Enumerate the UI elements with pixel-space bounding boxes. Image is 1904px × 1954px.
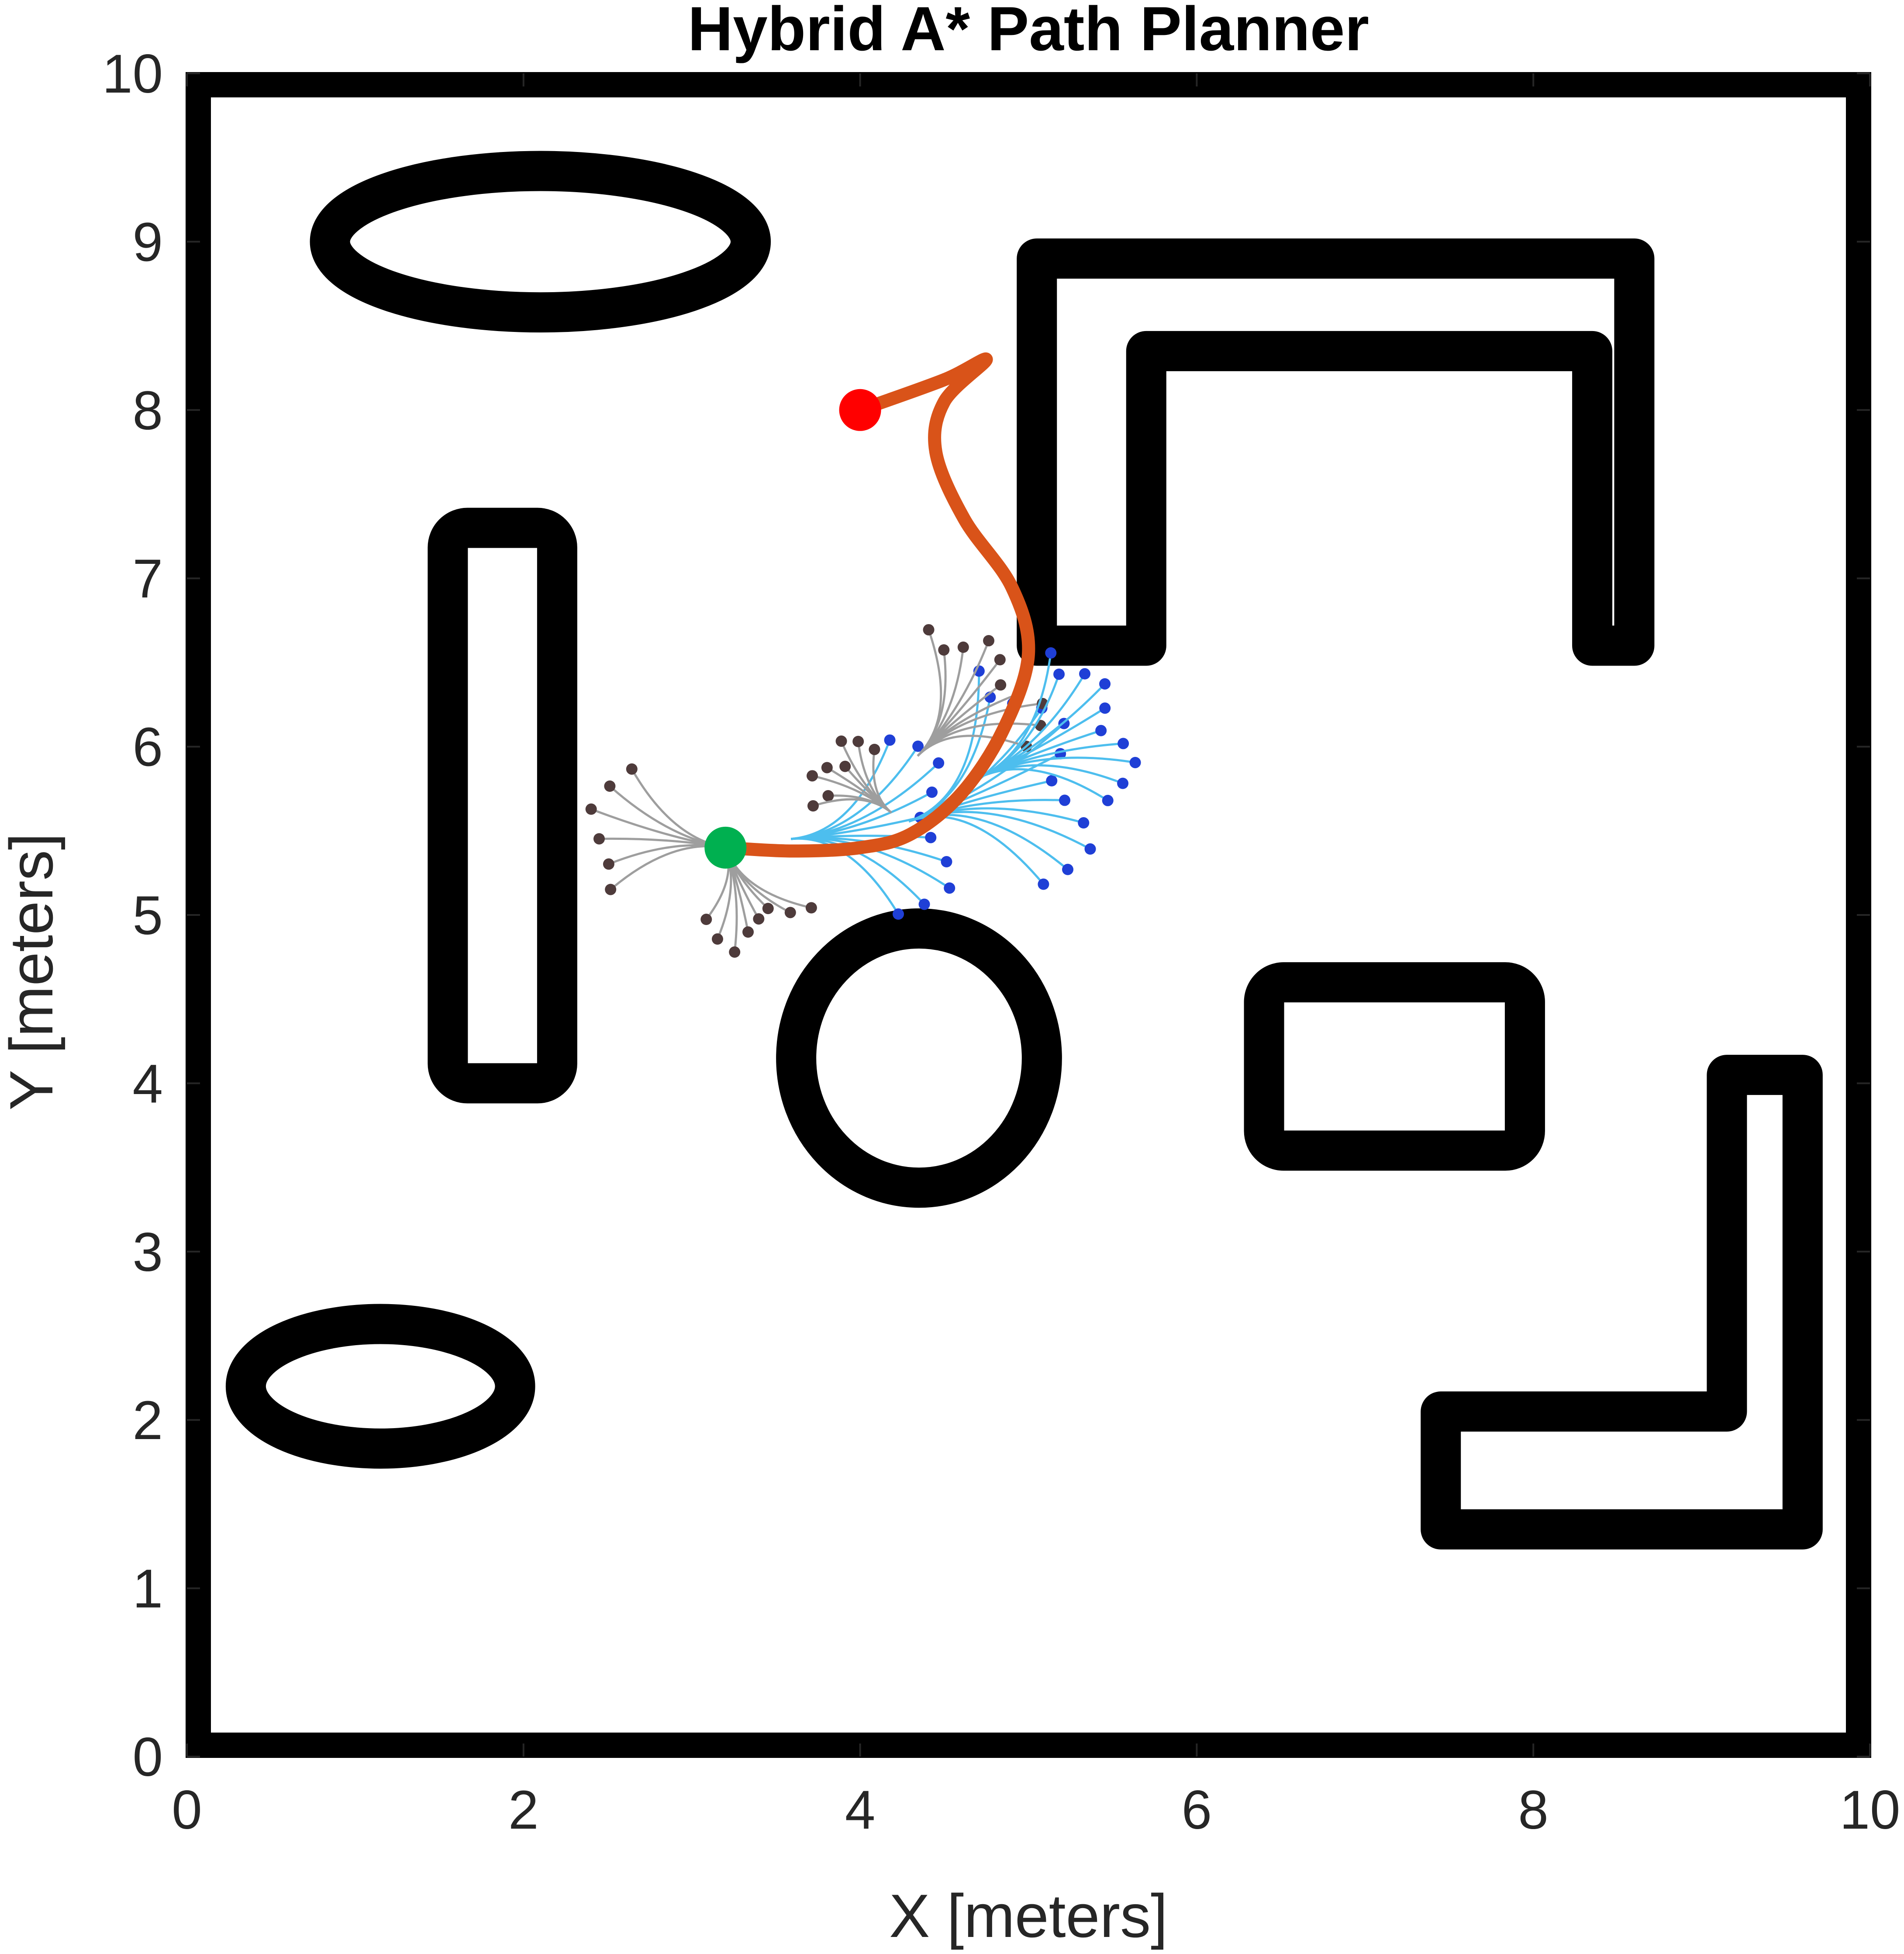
start-point	[704, 826, 747, 869]
expansion-tree-node	[918, 898, 930, 910]
explored-tree-node	[821, 762, 833, 773]
x-tick-label: 2	[508, 1780, 539, 1840]
expansion-tree-node	[1045, 647, 1057, 659]
explored-tree-node	[994, 654, 1006, 666]
explored-tree-node	[835, 735, 847, 747]
goal-point	[839, 389, 881, 431]
x-tick-label: 4	[845, 1780, 876, 1840]
obstacle-ellipse-2	[225, 1304, 535, 1469]
explored-tree-node	[784, 907, 796, 918]
expansion-tree-node	[1059, 794, 1071, 806]
expansion-tree-branch	[791, 739, 891, 840]
explored-tree-node	[852, 735, 864, 747]
expansion-tree-node	[925, 832, 937, 843]
expansion-tree-node	[1118, 738, 1129, 749]
explored-tree-node	[807, 800, 819, 812]
expansion-tree-node	[1046, 775, 1058, 787]
explored-tree-node	[729, 946, 741, 958]
y-tick-label: 4	[132, 1053, 163, 1114]
expansion-tree-node	[1117, 777, 1129, 789]
y-tick-label: 9	[132, 212, 163, 273]
explored-tree-node	[805, 902, 817, 914]
expansion-tree-node	[926, 786, 938, 798]
expansion-tree-node	[1099, 678, 1111, 690]
y-tick-label: 6	[132, 717, 163, 778]
y-tick-label: 1	[132, 1559, 163, 1619]
expansion-tree-branch	[978, 652, 1052, 779]
explored-tree-node	[839, 760, 851, 772]
x-tick-label: 0	[172, 1780, 202, 1840]
y-tick-label: 5	[132, 885, 163, 946]
y-tick-label: 3	[132, 1222, 163, 1283]
expansion-tree-node	[1053, 668, 1065, 680]
explored-tree-node	[869, 743, 880, 755]
explored-tree-node	[957, 641, 969, 653]
explored-tree-node	[822, 790, 834, 802]
explored-tree-node	[603, 858, 614, 870]
explored-tree-branch	[917, 629, 942, 757]
explored-tree-branch	[813, 798, 892, 814]
expansion-tree-node	[944, 882, 955, 894]
expansion-tree-node	[1102, 794, 1114, 806]
explored-tree-fan	[807, 735, 892, 814]
obstacle-shape-7	[1421, 1055, 1823, 1550]
chart-title: Hybrid A* Path Planner	[688, 0, 1369, 64]
expansion-tree-node	[1038, 878, 1049, 890]
explored-tree-node	[762, 903, 774, 915]
expansion-tree-node	[912, 740, 924, 752]
x-tick-label: 8	[1518, 1780, 1549, 1840]
x-tick-label: 6	[1182, 1780, 1212, 1840]
explored-tree-node	[605, 884, 617, 895]
expansion-tree-node	[1078, 817, 1090, 829]
explored-tree-node	[923, 624, 935, 635]
planned-path	[719, 352, 1035, 858]
explored-tree-node	[753, 913, 765, 925]
expansion-tree-node	[1095, 725, 1107, 736]
expansion-tree-fan	[908, 665, 1096, 890]
explored-tree-node	[938, 644, 950, 656]
explored-tree-node	[700, 914, 712, 925]
y-tick-label: 2	[132, 1390, 163, 1451]
explored-tree-node	[742, 926, 754, 938]
explored-tree-fan	[585, 763, 726, 895]
expansion-tree-node	[1099, 702, 1111, 714]
explored-tree-node	[995, 679, 1007, 691]
explored-tree-node	[604, 780, 616, 792]
explored-tree-node	[585, 803, 597, 815]
expansion-tree-node	[1062, 863, 1074, 875]
explored-tree-node	[593, 833, 605, 845]
expansion-tree-node	[893, 908, 904, 920]
expansion-tree-node	[1129, 756, 1141, 768]
explored-tree-node	[626, 763, 638, 775]
explored-tree-node	[983, 635, 995, 646]
x-tick-label: 10	[1839, 1780, 1900, 1840]
y-tick-label: 0	[132, 1727, 163, 1788]
obstacle-rect-4	[428, 507, 577, 1104]
obstacle-ellipse-3	[776, 908, 1062, 1208]
y-axis-label: Y [meters]	[0, 833, 66, 1110]
y-tick-label: 8	[132, 380, 163, 441]
expansion-tree-node	[941, 856, 952, 868]
obstacle-rect-5	[1244, 962, 1545, 1171]
expansion-tree-fan	[978, 647, 1141, 806]
y-tick-label: 7	[132, 549, 163, 609]
explored-tree-fan	[917, 624, 1049, 757]
y-tick-label: 10	[102, 44, 163, 104]
x-axis-label: X [meters]	[889, 1882, 1168, 1950]
expansion-tree-node	[884, 734, 896, 746]
expansion-tree-node	[933, 757, 945, 769]
obstacle-shape-6	[1017, 238, 1655, 666]
expansion-tree-node	[1084, 843, 1096, 855]
obstacle-ellipse-1	[310, 151, 771, 333]
explored-tree-node	[807, 770, 818, 782]
explored-tree-node	[711, 933, 723, 945]
expansion-tree-node	[1079, 668, 1091, 680]
